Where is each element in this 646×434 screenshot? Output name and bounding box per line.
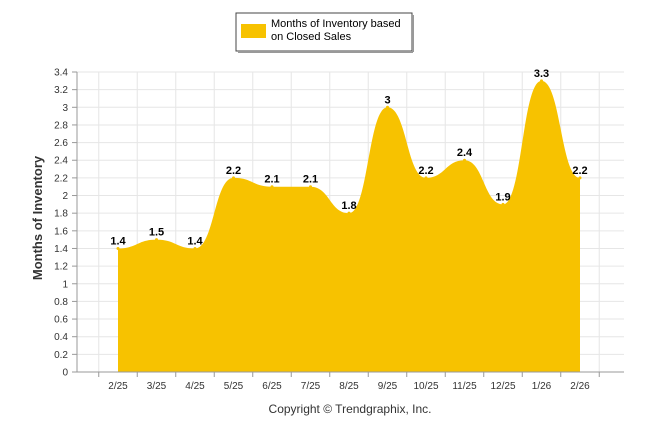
data-label: 2.2 <box>226 165 241 177</box>
legend-label-line2: on Closed Sales <box>271 31 352 43</box>
data-point-8-25 <box>347 211 351 215</box>
x-tick-label: 11/25 <box>452 381 477 392</box>
y-tick-label: 2.8 <box>54 120 68 131</box>
y-tick-label: 1 <box>62 279 68 290</box>
data-label: 2.4 <box>457 147 473 159</box>
data-label: 1.9 <box>495 191 510 203</box>
y-tick-label: 1.8 <box>54 209 68 220</box>
data-label: 3.3 <box>534 68 549 80</box>
copyright-text: Copyright © Trendgraphix, Inc. <box>269 402 432 416</box>
y-tick-label: 2.4 <box>54 156 68 167</box>
x-tick-label: 7/25 <box>301 381 321 392</box>
x-tick-label: 5/25 <box>224 381 244 392</box>
data-point-1-26 <box>540 79 543 83</box>
y-tick-label: 0.6 <box>54 315 68 326</box>
y-tick-label: 3.2 <box>54 85 68 96</box>
x-tick-label: 8/25 <box>339 381 359 392</box>
x-tick-label: 6/25 <box>262 381 282 392</box>
data-label: 3 <box>384 94 390 106</box>
y-tick-label: 0 <box>62 368 68 379</box>
data-point-3-25 <box>155 238 158 242</box>
x-tick-label: 3/25 <box>147 381 167 392</box>
x-tick-label: 4/25 <box>185 381 205 392</box>
y-tick-label: 1.4 <box>54 244 68 255</box>
x-tick-label: 1/26 <box>532 381 552 392</box>
data-label: 1.5 <box>149 227 164 239</box>
data-labels: 1.4 1.5 1.4 2.2 2.1 2.1 1.8 3 2.2 2.4 1.9 3.3 2.2 <box>110 68 587 248</box>
x-tick-labels: 2/25 3/25 4/25 5/25 6/25 7/25 8/25 9/25 10/25 11/… <box>108 381 590 392</box>
data-label: 2.2 <box>418 165 433 177</box>
data-point-10-25 <box>424 176 428 180</box>
data-label: 2.1 <box>303 174 318 186</box>
data-point-6-25 <box>270 185 274 189</box>
x-tick-label: 2/26 <box>570 381 590 392</box>
data-point-4-25 <box>193 246 197 250</box>
y-tick-label: 2.6 <box>54 138 68 149</box>
legend: Months of Inventory based on Closed Sale… <box>235 12 414 53</box>
data-label: 2.1 <box>264 174 279 186</box>
legend-swatch <box>241 24 266 38</box>
data-point-9-25 <box>386 105 389 109</box>
y-tick-labels: 0 0.2 0.4 0.6 0.8 1 1.2 1.4 1.6 1.8 2 2.2 2.4 2.6 2.8 3… <box>54 68 68 379</box>
x-tick-label: 2/25 <box>108 381 128 392</box>
y-tick-label: 2.2 <box>54 173 68 184</box>
data-point-5-25 <box>232 176 235 180</box>
y-tick-label: 0.4 <box>54 332 68 343</box>
x-tick-label: 9/25 <box>378 381 398 392</box>
y-tick-label: 0.2 <box>54 350 68 361</box>
data-label: 2.2 <box>572 165 587 177</box>
data-point-2-26 <box>578 176 582 180</box>
x-tick-label: 10/25 <box>413 381 438 392</box>
axes <box>72 71 624 377</box>
legend-label-line1: Months of Inventory based <box>271 18 401 30</box>
data-label: 1.8 <box>341 200 356 212</box>
x-tick-label: 12/25 <box>490 381 515 392</box>
data-point-7-25 <box>309 185 312 189</box>
y-tick-label: 0.8 <box>54 297 68 308</box>
area-series <box>116 79 582 372</box>
y-tick-label: 1.2 <box>54 262 68 273</box>
y-tick-label: 1.6 <box>54 226 68 237</box>
y-axis-title: Months of Inventory <box>30 155 45 280</box>
y-tick-label: 3 <box>62 103 68 114</box>
y-tick-label: 2 <box>62 191 68 202</box>
data-point-11-25 <box>463 158 466 162</box>
area-fill <box>118 80 580 372</box>
data-point-2-25 <box>116 246 120 250</box>
data-label: 1.4 <box>187 235 203 247</box>
data-label: 1.4 <box>110 235 126 247</box>
data-point-12-25 <box>501 202 505 206</box>
y-tick-label: 3.4 <box>54 68 68 79</box>
